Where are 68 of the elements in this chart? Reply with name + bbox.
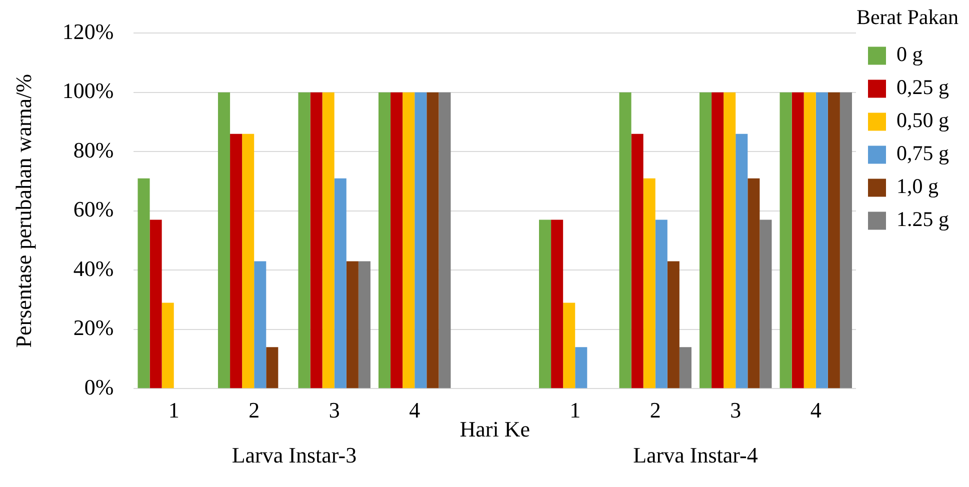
bar <box>700 92 712 388</box>
x-tick-label: 1 <box>570 398 581 423</box>
bar <box>679 347 692 388</box>
bar <box>712 92 724 388</box>
bar <box>667 261 680 388</box>
bar <box>230 134 242 388</box>
bar <box>334 178 346 388</box>
bar <box>724 92 736 388</box>
y-axis-title: Persentase perubahan warna/% <box>10 74 36 348</box>
legend-label: 0 g <box>896 42 924 66</box>
bar <box>162 302 174 388</box>
bar <box>736 134 748 388</box>
bar <box>760 220 772 388</box>
y-tick-label: 80% <box>73 137 114 162</box>
legend-label: 0,75 g <box>896 141 950 166</box>
bar <box>414 92 427 388</box>
bar <box>402 92 415 388</box>
bar <box>150 220 162 388</box>
bar <box>563 302 576 388</box>
legend-label: 1.25 g <box>896 207 950 232</box>
bar <box>438 92 451 388</box>
bar <box>780 92 792 388</box>
bar <box>792 92 804 388</box>
y-tick-label: 0% <box>84 374 114 400</box>
bar <box>748 178 760 388</box>
bar <box>426 92 439 388</box>
text: Larva Instar-3 <box>232 442 357 468</box>
bar <box>254 261 266 388</box>
x-tick-label: 4 <box>409 398 420 423</box>
bar <box>643 178 656 388</box>
y-tick-label: 60% <box>73 196 114 222</box>
bar <box>346 261 358 388</box>
bar <box>631 134 644 388</box>
bar <box>539 220 552 388</box>
bar <box>390 92 403 388</box>
bar <box>322 92 334 388</box>
legend-label: 1,0 g <box>896 174 939 198</box>
bar <box>655 220 668 388</box>
bar <box>310 92 322 388</box>
bar <box>551 220 564 388</box>
bar <box>358 261 370 388</box>
legend-title: Berat Pakan <box>856 5 960 30</box>
y-tick-label: 120% <box>62 18 114 44</box>
x-tick-label: 2 <box>248 398 260 423</box>
bar <box>804 92 816 388</box>
bar <box>575 347 588 388</box>
bar <box>840 92 852 388</box>
text: Larva Instar-4 <box>633 442 758 468</box>
x-tick-label: 1 <box>168 398 180 423</box>
legend-label: 0,25 g <box>896 75 950 100</box>
legend-label: 0,50 g <box>896 108 950 132</box>
y-tick-label: 100% <box>62 78 114 104</box>
y-tick-label: 40% <box>73 256 114 281</box>
bar <box>138 178 150 388</box>
bar <box>242 134 254 388</box>
bar <box>266 347 278 388</box>
bar <box>218 92 230 388</box>
bar <box>298 92 310 388</box>
bar <box>816 92 828 388</box>
bar <box>619 92 632 388</box>
x-axis-title: Hari Ke <box>460 416 530 442</box>
bar <box>378 92 391 388</box>
x-tick-label: 2 <box>650 398 661 423</box>
bar <box>828 92 840 388</box>
x-tick-label: 3 <box>730 398 742 423</box>
y-tick-label: 20% <box>73 315 114 340</box>
x-tick-label: 4 <box>810 398 822 423</box>
x-tick-label: 3 <box>328 398 340 423</box>
